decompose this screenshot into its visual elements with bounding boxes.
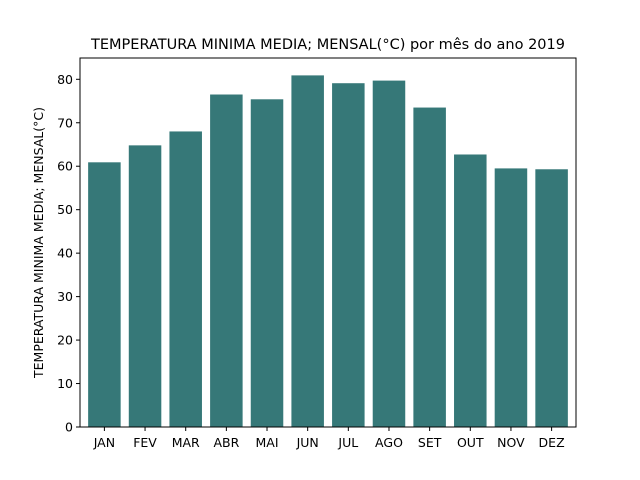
y-axis: 0 10 20 30 40 50 60 70 80	[57, 72, 80, 435]
bar-mai	[250, 99, 284, 427]
y-tick-label: 30	[57, 289, 73, 304]
bars-group	[88, 75, 568, 428]
x-tick-label: SET	[418, 435, 442, 450]
y-tick-label: 50	[57, 202, 73, 217]
bar-ago	[372, 80, 406, 427]
x-tick-label: FEV	[133, 435, 157, 450]
x-tick-label: OUT	[457, 435, 484, 450]
y-tick-label: 70	[57, 115, 73, 130]
x-axis: JAN FEV MAR ABR MAI JUN JUL AGO SET OUT NOV DEZ	[93, 427, 565, 450]
y-tick-label: 0	[65, 420, 73, 435]
bar-nov	[494, 168, 528, 427]
x-tick-label: ABR	[213, 435, 239, 450]
y-axis-label: TEMPERATURA MINIMA MEDIA; MENSAL(°C)	[31, 107, 46, 379]
bar-out	[454, 154, 487, 428]
bar-jul	[332, 83, 365, 428]
bar-jun	[291, 75, 324, 427]
x-tick-label: NOV	[497, 435, 525, 450]
x-tick-label: AGO	[375, 435, 403, 450]
x-tick-label: JUN	[296, 435, 319, 450]
bar-abr	[210, 94, 243, 427]
x-tick-label: JAN	[93, 435, 115, 450]
bar-mar	[169, 131, 202, 427]
x-tick-label: MAI	[256, 435, 279, 450]
plot-frame	[79, 57, 577, 428]
chart-title: TEMPERATURA MINIMA MEDIA; MENSAL(°C) por…	[90, 37, 565, 53]
bar-set	[413, 107, 446, 428]
bar-dez	[535, 169, 568, 427]
y-tick-label: 60	[57, 159, 73, 174]
y-tick-label: 80	[57, 72, 73, 87]
y-tick-label: 10	[57, 376, 73, 391]
x-tick-label: DEZ	[539, 435, 565, 450]
bar-fev	[128, 145, 162, 428]
y-tick-label: 40	[57, 246, 73, 261]
bar-jan	[88, 162, 121, 427]
x-tick-label: JUL	[337, 435, 358, 450]
y-tick-label: 20	[57, 333, 73, 348]
x-tick-label: MAR	[172, 435, 200, 450]
